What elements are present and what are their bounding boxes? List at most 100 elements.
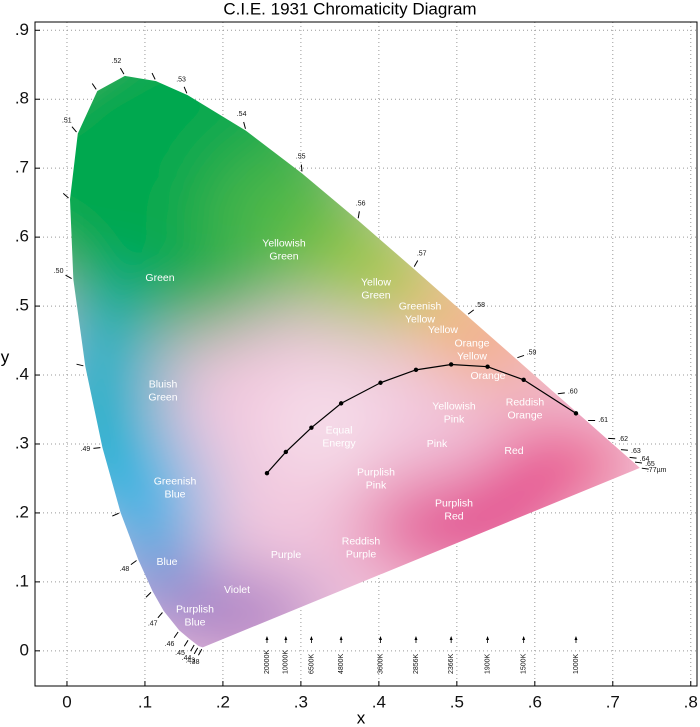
temperature-arrowhead <box>339 636 343 640</box>
y-tick-label: .8 <box>15 89 29 108</box>
y-tick-label: .1 <box>15 571 29 590</box>
planckian-point <box>485 364 490 369</box>
wavelength-label: .64 <box>640 456 650 463</box>
region-label-line: Reddish <box>342 535 381 547</box>
wavelength-label: .51 <box>62 117 72 124</box>
wavelength-label: .50 <box>54 268 64 275</box>
temperature-label: 10000K <box>283 650 290 674</box>
wavelength-label: .53 <box>176 76 186 83</box>
temperature-label: 2856K <box>413 653 420 674</box>
wavelength-label: .55 <box>296 153 306 160</box>
x-tick-label: .5 <box>450 692 464 711</box>
wavelength-label: .65 <box>645 461 655 468</box>
temperature-arrowhead <box>284 636 288 640</box>
region-label-line: Greenish <box>399 300 442 312</box>
wavelength-label: .47 <box>148 621 158 628</box>
wavelength-label: .38 <box>190 659 200 666</box>
wavelength-label: .45 <box>175 650 185 657</box>
wavelength-tick <box>145 592 152 598</box>
wavelength-tick <box>190 644 195 652</box>
region-label-line: Green <box>269 250 298 262</box>
x-tick-label: .3 <box>294 692 308 711</box>
wavelength-tick <box>93 447 101 449</box>
wavelength-tick <box>183 640 189 647</box>
planckian-point <box>378 380 383 385</box>
region-label-line: Orange <box>470 370 505 382</box>
temperature-label: 6500K <box>308 653 315 674</box>
region-label-line: Yellow <box>405 313 435 325</box>
wavelength-label: .56 <box>356 200 366 207</box>
wavelength-label: .58 <box>475 302 485 309</box>
region-label: Orange Yellow <box>454 337 489 362</box>
wavelength-tick <box>517 354 525 359</box>
region-label-line: Purplish <box>435 497 473 509</box>
temperature-label: 1900K <box>484 653 491 674</box>
region-label-line: Equal <box>326 424 353 436</box>
x-tick-label: .1 <box>138 692 152 711</box>
wavelength-tick <box>71 126 77 133</box>
wavelength-tick <box>112 512 119 517</box>
wavelength-tick <box>641 467 649 470</box>
wavelength-tick <box>197 648 203 656</box>
region-label-line: Greenish <box>154 475 197 487</box>
color-blob <box>84 439 205 560</box>
wavelength-tick <box>65 274 72 280</box>
wavelength-tick <box>467 309 475 315</box>
planckian-point <box>413 367 419 373</box>
wavelength-label: .57 <box>417 250 427 257</box>
region-label-line: Blue <box>184 616 205 628</box>
wavelength-tick <box>193 647 199 655</box>
region-label-line: Bluish <box>149 378 178 390</box>
x-tick-label: .6 <box>528 692 542 711</box>
region-label: Yellow <box>428 324 458 336</box>
wavelength-label: .52 <box>112 58 122 65</box>
region-label-line: Yellowish <box>262 237 306 249</box>
planckian-point <box>521 377 526 382</box>
wavelength-tick <box>183 86 188 94</box>
wavelength-label: .60 <box>568 389 578 396</box>
wavelength-tick <box>557 392 565 395</box>
temperature-arrowhead <box>309 636 313 640</box>
wavelength-tick <box>119 67 125 75</box>
region-label-line: Reddish <box>506 396 545 408</box>
wavelength-tick <box>151 72 156 80</box>
region-label: Violet <box>224 584 250 596</box>
region-label-line: Violet <box>224 584 250 596</box>
temperature-label: 3600K <box>377 653 384 674</box>
y-tick-label: 0 <box>20 640 29 659</box>
region-label: Red <box>504 445 523 457</box>
temperature-arrowhead <box>522 636 526 640</box>
plot-frame <box>34 21 698 687</box>
region-label-line: Green <box>361 289 390 301</box>
x-tick-label: 0 <box>62 692 71 711</box>
temperature-arrowhead <box>486 636 490 640</box>
region-label: Green <box>145 272 174 284</box>
wavelength-label: .49 <box>81 446 91 453</box>
region-label-line: Blue <box>156 556 177 568</box>
wavelength-label: .62 <box>618 436 628 443</box>
wavelength-label: .63 <box>631 448 641 455</box>
region-label: Yellowish Green <box>262 237 306 262</box>
y-tick-label: .3 <box>15 433 29 452</box>
wavelength-tick <box>130 560 137 566</box>
region-label-line: Yellow <box>428 324 458 336</box>
temperature-label: 1000K <box>573 653 580 674</box>
y-tick-label: .5 <box>15 296 29 315</box>
region-label-line: Orange <box>454 337 489 349</box>
wavelength-tick <box>413 260 419 267</box>
plot-content: 0 .1 .2 .3 .4 .5 .6 .7 .8 0 .1 .2 .3 .4 .5 .6 .7 .8 .9 .38.… <box>15 20 698 712</box>
region-label: Blue <box>156 556 177 568</box>
planckian-point <box>448 362 454 367</box>
region-label-line: Yellow <box>457 350 487 362</box>
planckian-point <box>338 401 344 406</box>
region-label-line: Purple <box>271 549 302 561</box>
y-tick-label: .4 <box>15 365 29 384</box>
wavelength-tick <box>62 193 69 199</box>
temperature-label: 20000K <box>264 650 271 674</box>
temperature-arrowhead <box>574 636 578 640</box>
temperature-arrowhead <box>449 636 453 640</box>
wavelength-tick <box>91 83 97 90</box>
wavelength-tick <box>357 211 360 219</box>
